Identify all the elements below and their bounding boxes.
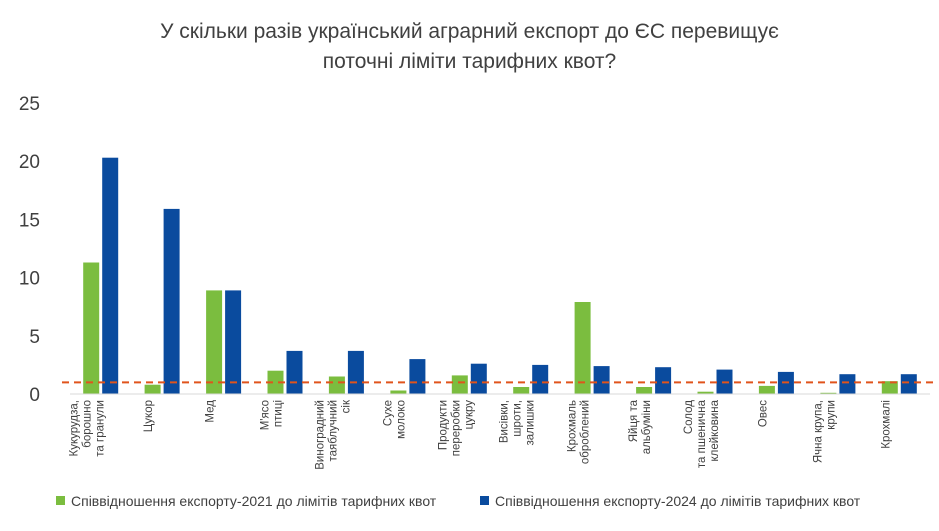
legend-label-1: Співвідношення експорту-2021 до лімітів …: [71, 493, 437, 509]
x-tick-label-line: шроти,: [512, 400, 524, 437]
bar-series-2-14: [900, 374, 917, 394]
x-tick-label: Овес: [757, 400, 769, 427]
x-tick-label-line: Кукурудза,: [69, 400, 81, 456]
x-tick-label: Цукор: [143, 400, 155, 432]
x-tick-label-line: Цукор: [143, 400, 155, 432]
x-tick-label: Продукти переробки цукру: [437, 400, 475, 456]
bar-series-2-6: [409, 359, 426, 394]
bar-series-2-4: [286, 350, 303, 394]
chart-title-line-2: поточні ліміти тарифних квот?: [323, 50, 616, 73]
x-tick-label-line: Сухе: [382, 400, 394, 426]
x-tick-label-line: Крохмалі: [880, 400, 892, 449]
x-tick-label-line: Продукти: [437, 400, 449, 450]
bar-series-1-2: [144, 384, 161, 394]
bar-series-1-11: [697, 391, 714, 394]
x-tick-label-line: Солод: [683, 400, 695, 434]
x-tick-label-line: Крохмаль: [567, 400, 579, 452]
y-tick-label: 25: [19, 94, 40, 115]
chart-title-line-1: У скільки разів український аграрний екс…: [160, 20, 779, 43]
x-tick-label-line: Виноградний: [314, 400, 326, 470]
bar-series-2-9: [593, 366, 610, 394]
y-tick-label: 10: [19, 269, 40, 290]
x-tick-label-line: птиці: [273, 400, 285, 427]
x-tick-label-line: молоко: [395, 400, 407, 439]
x-tick-label: М'ясо птиці: [260, 400, 285, 430]
x-tick-label-line: таяблучний: [327, 400, 339, 461]
x-tick-label-line: альбуміни: [641, 400, 653, 454]
y-tick-label: 20: [19, 152, 40, 173]
x-tick-label-line: Овес: [757, 400, 769, 427]
bar-series-2-2: [163, 208, 180, 394]
bar-series-1-4: [267, 370, 284, 394]
legend-label-2: Співвідношення експорту-2024 до лімітів …: [495, 493, 861, 509]
bar-series-2-10: [655, 367, 672, 394]
legend: Співвідношення експорту-2021 до лімітів …: [56, 493, 861, 509]
y-tick-label: 5: [29, 327, 40, 348]
bar-series-1-13: [820, 392, 837, 394]
x-tick-label-line: оброблений: [580, 400, 592, 464]
x-tick-label: Солод та пшенична клейковина: [683, 399, 721, 468]
y-tick-label: 0: [29, 385, 40, 406]
bar-series-1-3: [206, 290, 223, 394]
x-tick-label-line: цукру: [463, 400, 475, 430]
bar-series-2-5: [347, 350, 364, 394]
x-tick-label: Висівки, шроти, залишки: [499, 400, 537, 445]
x-tick-label: Виноградний таяблучний сік: [314, 399, 352, 470]
bar-series-1-9: [574, 302, 591, 394]
x-tick-label-line: Ячна крупа,: [812, 400, 824, 463]
legend-swatch-1: [56, 496, 65, 505]
x-tick-label: Крохмаль оброблений: [567, 400, 592, 464]
bar-series-1-7: [451, 375, 468, 394]
bar-series-1-14: [881, 381, 898, 394]
bar-series-1-6: [390, 390, 407, 394]
x-tick-label-line: Мед: [205, 400, 217, 423]
x-tick-label: Ячна крупа, крупи: [812, 400, 837, 463]
x-tick-label-line: М'ясо: [260, 400, 272, 430]
x-tick-label: Мед: [205, 400, 217, 423]
bar-series-1-8: [513, 387, 530, 394]
x-tick-label-line: Яйця та: [628, 399, 640, 442]
y-tick-label: 15: [19, 210, 40, 231]
bar-series-1-12: [758, 385, 775, 394]
x-tick-label-line: клейковина: [709, 399, 721, 461]
bar-series-1-5: [328, 376, 345, 394]
x-tick-label: Яйця та альбуміни: [628, 399, 653, 454]
bar-series-2-7: [470, 363, 487, 394]
x-tick-label-line: Висівки,: [499, 400, 511, 443]
x-tick-label-line: крупи: [825, 400, 837, 430]
legend-swatch-2: [480, 496, 489, 505]
bar-series-2-1: [102, 157, 119, 394]
x-axis: Кукурудза, борошно та гранули Цукор Мед М'ясо…: [69, 393, 930, 470]
x-tick-label-line: борошно: [82, 400, 94, 448]
x-tick-label: Кукурудза, борошно та гранули: [69, 400, 107, 457]
bar-series-1-10: [636, 387, 653, 394]
bar-series-1-1: [83, 262, 100, 394]
x-tick-label-line: та пшенична: [696, 399, 708, 468]
x-tick-label: Крохмалі: [880, 400, 892, 449]
bar-series-2-8: [532, 364, 549, 394]
x-tick-label-line: сік: [340, 399, 352, 413]
y-axis: 0 5 10 15 20 25: [19, 94, 40, 406]
x-tick-label-line: залишки: [525, 400, 537, 445]
x-tick-label: Сухе молоко: [382, 400, 407, 439]
x-tick-label-line: переробки: [450, 400, 462, 456]
x-tick-label-line: та гранули: [95, 400, 107, 457]
bar-series-2-3: [225, 290, 242, 394]
bar-series-2-13: [839, 374, 856, 394]
bars: [83, 157, 917, 394]
